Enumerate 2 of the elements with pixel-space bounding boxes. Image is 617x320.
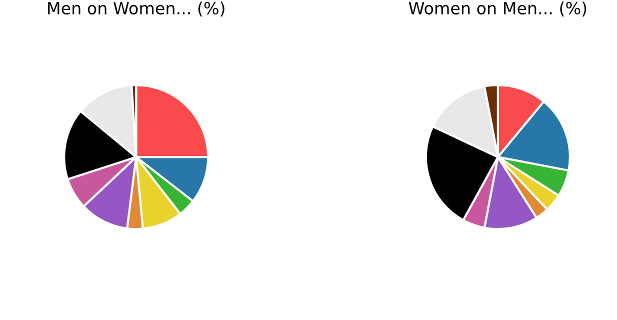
chart-title: Women on Men... (%) bbox=[408, 2, 586, 16]
chart-title: Men on Women... (%) bbox=[48, 2, 224, 16]
